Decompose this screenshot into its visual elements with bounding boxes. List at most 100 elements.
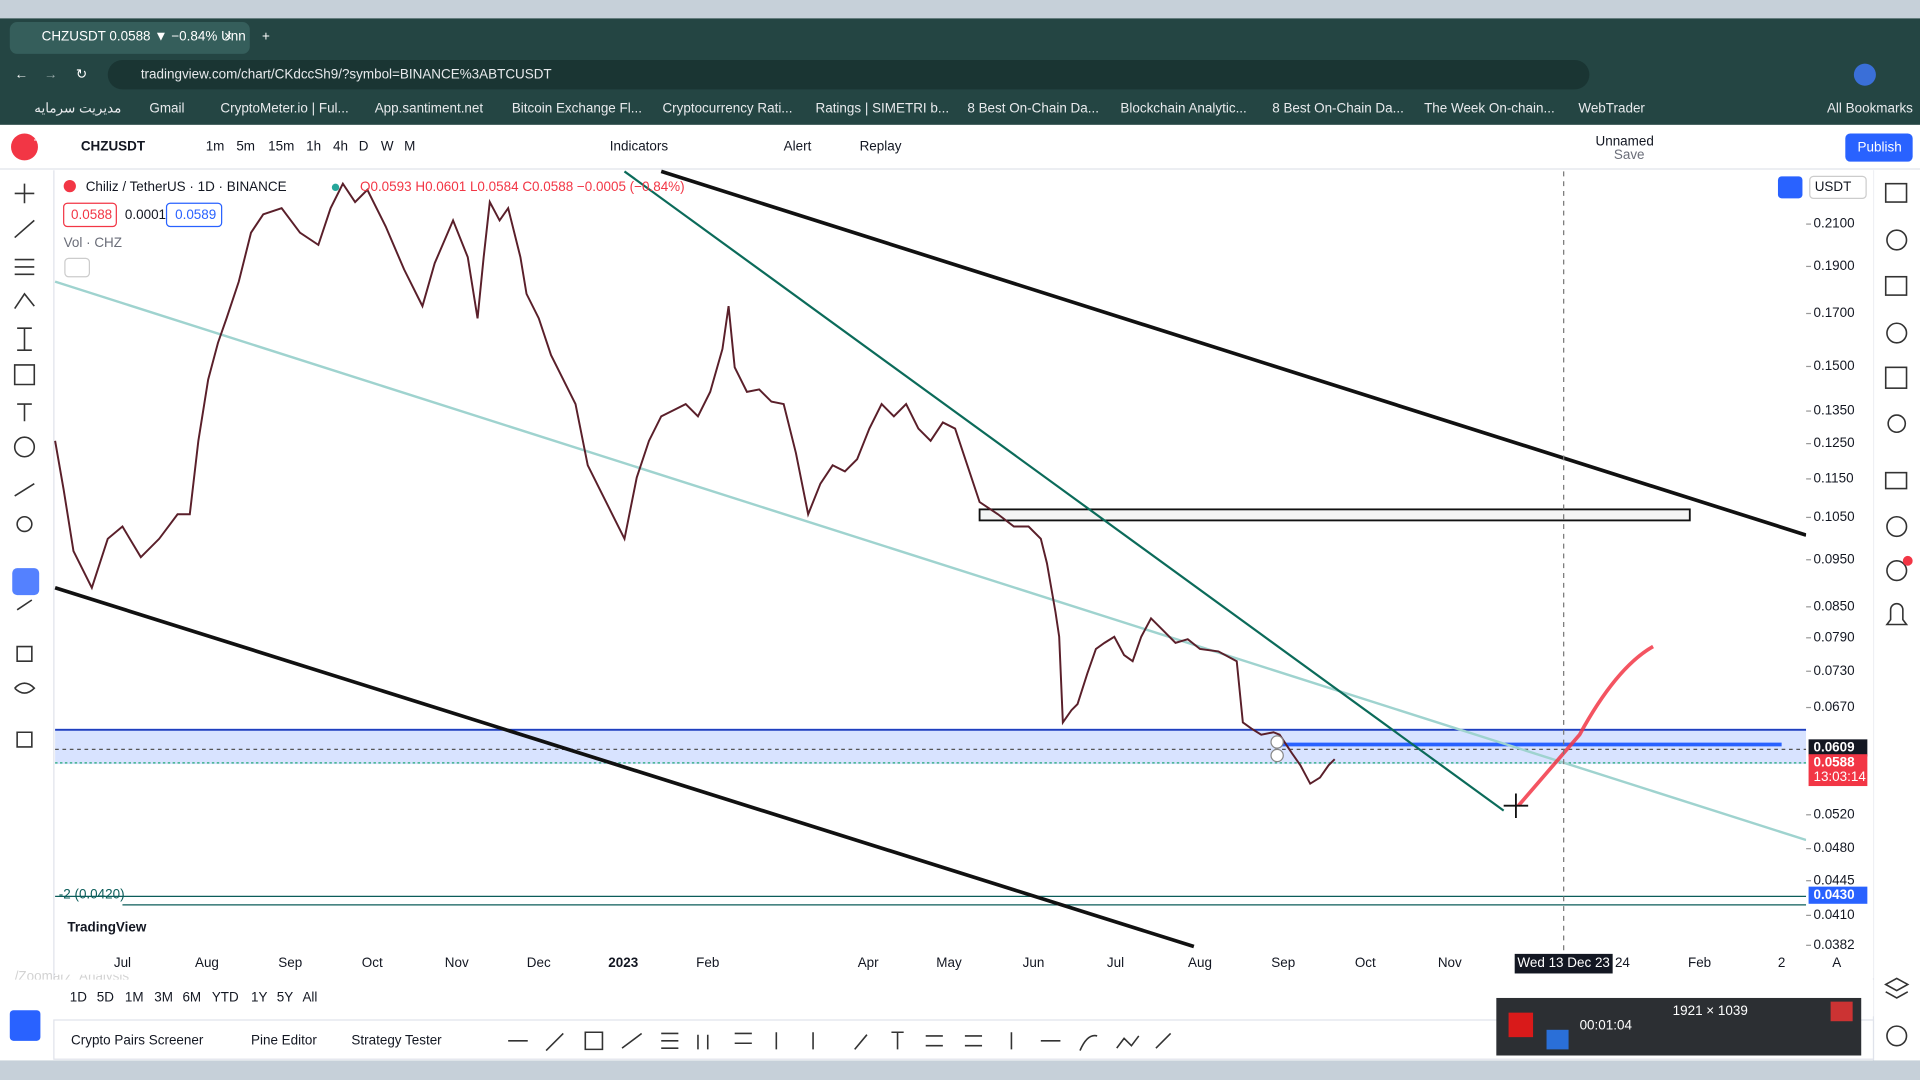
bottom-tab[interactable]: Crypto Pairs Screener [71, 1032, 204, 1047]
time-label: Aug [1188, 955, 1212, 970]
symbol[interactable]: CHZUSDT [81, 139, 146, 154]
tab-close[interactable]: × [224, 28, 232, 43]
bookmark[interactable]: Gmail [149, 101, 184, 116]
currency-box[interactable] [1809, 175, 1867, 199]
period[interactable]: YTD [212, 990, 239, 1005]
timeframe[interactable]: 15m [268, 139, 294, 154]
period[interactable]: 6M [182, 990, 201, 1005]
scale-button[interactable] [1777, 176, 1803, 199]
bookmark[interactable]: WebTrader [1578, 101, 1645, 116]
volume: Vol · CHZ [64, 235, 122, 250]
time-label: Jul [114, 955, 131, 970]
time-label: Sep [278, 955, 302, 970]
alert[interactable]: Alert [784, 139, 812, 154]
time-label: Feb [696, 955, 719, 970]
timeframe[interactable]: 4h [333, 139, 348, 154]
period[interactable]: 5Y [277, 990, 293, 1005]
nav-forward[interactable]: → [44, 66, 57, 81]
price-tick-label: 0.1500 [1813, 358, 1854, 373]
record-button[interactable] [1508, 1012, 1534, 1038]
timeframe[interactable]: W [381, 139, 394, 154]
new-tab[interactable]: + [262, 28, 270, 43]
recorder-size: 1921 × 1039 [1673, 1003, 1748, 1018]
nav-back[interactable]: ← [15, 66, 28, 81]
price-marker [1808, 886, 1868, 904]
resistance-box [978, 508, 1691, 522]
price-marker-label: 0.0588 [1813, 754, 1855, 769]
collapse[interactable] [64, 257, 90, 278]
all-bookmarks[interactable]: All Bookmarks [1827, 101, 1913, 116]
time-label: Jun [1023, 955, 1045, 970]
favorites[interactable] [9, 1010, 41, 1041]
period[interactable]: 1Y [251, 990, 267, 1005]
price-tick-label: 0.0950 [1813, 551, 1854, 566]
bookmark[interactable]: 8 Best On-Chain Da... [1272, 101, 1404, 116]
time-label: May [936, 955, 962, 970]
active-tab[interactable] [9, 22, 250, 54]
timeframe[interactable]: 1h [306, 139, 321, 154]
projection [1516, 644, 1654, 807]
bid-box[interactable] [63, 202, 117, 228]
bookmark[interactable]: 8 Best On-Chain Da... [967, 101, 1099, 116]
price-tick-label: 0.1900 [1813, 258, 1854, 273]
pause-button[interactable] [1546, 1029, 1569, 1050]
layout-name[interactable]: Unnamed [1596, 134, 1654, 149]
recorder-time: 00:01:04 [1580, 1018, 1633, 1033]
price-tick-label: 0.0670 [1813, 699, 1854, 714]
address-bar[interactable] [107, 60, 1590, 90]
bookmark[interactable]: Ratings | SIMETRI b... [816, 101, 950, 116]
cursor [1503, 793, 1529, 818]
tab-title: CHZUSDT 0.0588 ▼ −0.84% Unn [42, 28, 246, 43]
publish-button[interactable] [1845, 133, 1913, 162]
bookmark[interactable]: Bitcoin Exchange Fl... [512, 101, 642, 116]
price-tick-label: 0.1250 [1813, 435, 1854, 450]
period[interactable]: 5D [97, 990, 114, 1005]
bookmark[interactable]: Blockchain Analytic... [1120, 101, 1246, 116]
price-marker-label: 0.0430 [1813, 887, 1854, 902]
bid: 0.0588 [71, 207, 112, 222]
timeframe[interactable]: D [359, 139, 369, 154]
time-label: Oct [1355, 955, 1376, 970]
trend-line [623, 170, 1505, 812]
time-label: 24 [1615, 955, 1630, 970]
price-tick-label: 0.0480 [1813, 840, 1854, 855]
profile[interactable] [1853, 63, 1876, 86]
recorder-close[interactable] [1830, 1001, 1853, 1022]
price-tick-label: 0.0520 [1813, 806, 1854, 821]
bookmark[interactable]: The Week On-chain... [1424, 101, 1555, 116]
bottom-tab[interactable]: Pine Editor [251, 1032, 317, 1047]
price-tick-label: 0.0730 [1813, 663, 1854, 678]
period[interactable]: All [302, 990, 317, 1005]
magnet-tool[interactable] [12, 568, 40, 596]
spread: 0.0001 [125, 207, 166, 222]
timeframe[interactable]: 1m [206, 139, 225, 154]
timeframe[interactable]: 5m [236, 139, 255, 154]
ask-box[interactable] [165, 202, 223, 228]
ask: 0.0589 [175, 207, 216, 222]
price-tick-label: 0.0410 [1813, 907, 1854, 922]
period[interactable]: 3M [154, 990, 173, 1005]
price-marker-label: 0.0609 [1813, 739, 1854, 754]
time-cursor: Wed 13 Dec 23 [1517, 955, 1609, 970]
bookmark[interactable]: Cryptocurrency Rati... [662, 101, 792, 116]
reload[interactable]: ↻ [76, 66, 87, 81]
replay[interactable]: Replay [860, 139, 902, 154]
avatar[interactable] [11, 133, 38, 161]
price-tick-label: 0.0382 [1813, 937, 1854, 952]
period[interactable]: 1M [125, 990, 144, 1005]
price-marker [1808, 754, 1868, 787]
market-status [331, 183, 340, 192]
bookmark[interactable]: App.santiment.net [375, 101, 484, 116]
time-label: Feb [1688, 955, 1711, 970]
price-tick-label: 0.1150 [1813, 470, 1853, 485]
bottom-tab[interactable]: Strategy Tester [351, 1032, 442, 1047]
publish: Publish [1858, 140, 1902, 155]
bookmark[interactable]: مدیریت سرمایه [34, 101, 121, 117]
timeframe[interactable]: M [404, 139, 415, 154]
drawing-tools [13, 183, 36, 748]
period[interactable]: 1D [70, 990, 87, 1005]
indicators[interactable]: Indicators [610, 139, 669, 154]
bookmark[interactable]: CryptoMeter.io | Ful... [220, 101, 348, 116]
